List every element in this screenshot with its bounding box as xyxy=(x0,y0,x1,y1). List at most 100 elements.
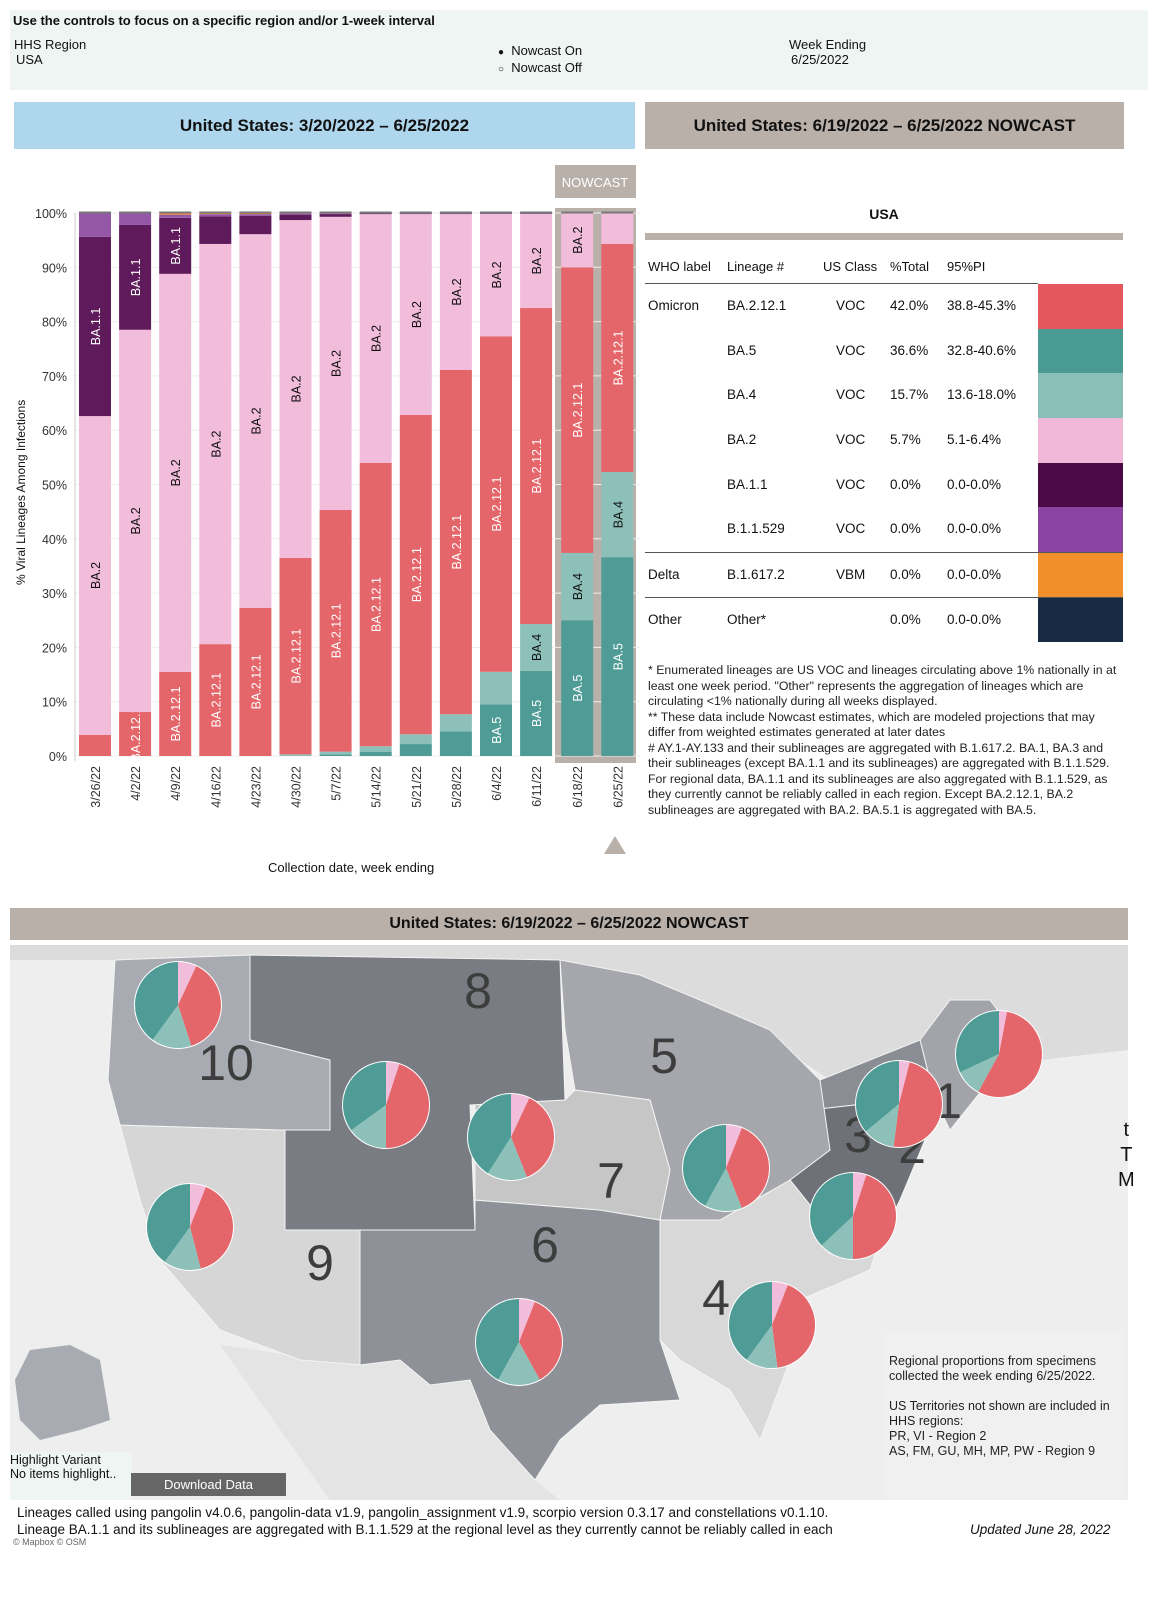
pie-slice-BA.2.12.1[interactable] xyxy=(178,966,221,1046)
bar-3/26/22[interactable]: BA.2 BA.1.1 xyxy=(79,211,111,757)
bar-segment-BA.1.1[interactable] xyxy=(119,224,152,330)
pie-slice-BA.2.12.1[interactable] xyxy=(386,1064,429,1148)
pie-slice-BA.2[interactable] xyxy=(999,1011,1008,1054)
bar-segment-BA.4[interactable] xyxy=(279,754,312,756)
bar-segment-BA.2.12.1[interactable] xyxy=(119,712,152,756)
bar-segment-B.1.1.529[interactable] xyxy=(159,214,192,218)
bar-segment-BA.1.1[interactable] xyxy=(79,236,111,417)
bar-segment-BA.2.12.1[interactable] xyxy=(399,414,432,735)
pie-slice-BA.2.12.1[interactable] xyxy=(511,1098,554,1177)
pie-slice-BA.2.12.1[interactable] xyxy=(893,1062,942,1147)
pie-slice-BA.4[interactable] xyxy=(498,1342,540,1385)
bar-segment-BA.2[interactable] xyxy=(520,213,553,309)
bar-segment-BA.5[interactable] xyxy=(480,704,512,756)
bar-segment-BA.2[interactable] xyxy=(239,234,272,608)
highlight-variant-filter[interactable]: Highlight Variant No items highlight.. xyxy=(10,1452,132,1500)
bar-segment-BA.1.1[interactable] xyxy=(279,214,312,221)
bar-segment-B.1.617.2[interactable] xyxy=(239,213,272,215)
bar-segment-B.1.1.529[interactable] xyxy=(279,213,312,215)
bar-segment-BA.2.12.1[interactable] xyxy=(239,607,272,756)
pie-slice-BA.2.12.1[interactable] xyxy=(726,1128,769,1208)
pie-slice-BA.4[interactable] xyxy=(865,1104,899,1147)
pie-slice-BA.2[interactable] xyxy=(772,1282,788,1325)
pie-slice-BA.4[interactable] xyxy=(960,1054,999,1092)
week-value[interactable]: 6/25/2022 xyxy=(791,52,849,67)
pie-slice-BA.2[interactable] xyxy=(386,1062,400,1105)
region-3-pie[interactable] xyxy=(809,1172,897,1260)
region-10-pie[interactable] xyxy=(134,961,222,1049)
pie-slice-BA.5[interactable] xyxy=(683,1125,726,1206)
bar-5/28/22[interactable]: BA.2.12.1 BA.2 xyxy=(439,211,472,757)
legend-swatch[interactable] xyxy=(1038,462,1123,508)
legend-swatch[interactable] xyxy=(1038,553,1123,597)
highlight-value[interactable]: No items highlight.. xyxy=(10,1467,117,1481)
pie-slice-BA.4[interactable] xyxy=(152,1005,192,1048)
region-map[interactable]: 12345678910 Regional proportions from sp… xyxy=(10,945,1128,1500)
bar-segment-B.1.1.529[interactable] xyxy=(119,213,152,225)
bar-segment-BA.2[interactable] xyxy=(159,273,192,672)
table-row[interactable]: Omicron BA.2.12.1 VOC 42.0% 38.8-45.3% xyxy=(645,284,1123,329)
bar-segment-BA.5[interactable] xyxy=(439,731,472,756)
region-value[interactable]: USA xyxy=(16,52,43,67)
bar-segment-BA.2.12.1[interactable] xyxy=(319,510,352,752)
bar-segment-BA.1.1[interactable] xyxy=(319,214,352,217)
region-2-pie[interactable] xyxy=(855,1060,943,1148)
table-row[interactable]: BA.2 VOC 5.7% 5.1-6.4% xyxy=(645,418,1123,463)
pie-slice-BA.2[interactable] xyxy=(178,962,197,1005)
bar-4/16/22[interactable]: BA.2.12.1 BA.2 xyxy=(199,211,232,757)
table-row[interactable]: Other Other* 0.0% 0.0-0.0% xyxy=(645,596,1123,642)
pie-slice-BA.2[interactable] xyxy=(726,1125,742,1168)
pie-slice-BA.2.12.1[interactable] xyxy=(772,1285,815,1368)
table-row[interactable]: BA.1.1 VOC 0.0% 0.0-0.0% xyxy=(645,462,1123,508)
region-9-pie[interactable] xyxy=(146,1183,234,1271)
bar-segment-BA.4[interactable] xyxy=(561,552,594,621)
bar-segment-BA.1.1[interactable] xyxy=(159,217,192,274)
bar-segment-BA.2[interactable] xyxy=(199,243,232,645)
pie-slice-BA.5[interactable] xyxy=(134,962,178,1040)
bar-segment-BA.5[interactable] xyxy=(561,620,594,756)
bar-segment-BA.2.12.1[interactable] xyxy=(359,462,392,747)
pie-slice-BA.5[interactable] xyxy=(856,1061,899,1132)
bar-segment-BA.4[interactable] xyxy=(359,746,392,752)
pie-slice-BA.5[interactable] xyxy=(467,1094,511,1174)
bar-6/11/22[interactable]: BA.5 BA.4 BA.2.12.1 BA.2 xyxy=(520,211,553,757)
region-8-pie[interactable] xyxy=(342,1061,430,1149)
pie-slice-BA.4[interactable] xyxy=(164,1227,201,1270)
bar-6/18/22[interactable]: BA.5 BA.4 BA.2.12.1 BA.2 xyxy=(561,211,594,757)
download-data-button[interactable]: Download Data xyxy=(131,1473,286,1496)
legend-swatch[interactable] xyxy=(1038,284,1123,329)
region-6-pie[interactable] xyxy=(475,1298,563,1386)
bar-segment-B.1.1.529[interactable] xyxy=(439,213,472,215)
legend-swatch[interactable] xyxy=(1038,418,1123,463)
bar-segment-B.1.1.529[interactable] xyxy=(239,214,272,216)
bar-segment-B.1.1.529[interactable] xyxy=(399,213,432,215)
pie-slice-BA.2[interactable] xyxy=(519,1299,535,1342)
bar-segment-BA.5[interactable] xyxy=(520,670,553,756)
bar-segment-BA.2.12.1[interactable] xyxy=(79,734,111,756)
bar-segment-BA.2.12.1[interactable] xyxy=(601,243,634,473)
bar-segment-BA.5[interactable] xyxy=(399,744,432,756)
bar-4/2/22[interactable]: BA.2.12.1 BA.2 BA.1.1 xyxy=(119,211,152,762)
bar-segment-BA.2.12.1[interactable] xyxy=(199,644,232,756)
pie-slice-BA.4[interactable] xyxy=(821,1216,853,1259)
pie-slice-BA.2.12.1[interactable] xyxy=(978,1011,1043,1098)
bar-6/4/22[interactable]: BA.5 BA.2.12.1 BA.2 xyxy=(480,211,512,757)
pie-slice-BA.2[interactable] xyxy=(511,1094,530,1137)
legend-swatch[interactable] xyxy=(1038,373,1123,419)
bar-segment-B.1.1.529[interactable] xyxy=(79,213,111,237)
pie-slice-BA.5[interactable] xyxy=(342,1062,386,1131)
bar-segment-BA.2[interactable] xyxy=(601,213,634,244)
pie-slice-BA.2[interactable] xyxy=(899,1061,910,1104)
bar-segment-BA.5[interactable] xyxy=(359,751,392,756)
bar-segment-BA.4[interactable] xyxy=(480,671,512,705)
bar-segment-BA.4[interactable] xyxy=(439,714,472,732)
bar-segment-B.1.617.2[interactable] xyxy=(159,213,192,215)
legend-swatch[interactable] xyxy=(1038,507,1123,553)
bar-segment-BA.4[interactable] xyxy=(601,472,634,558)
bar-6/25/22[interactable]: BA.5 BA.4 BA.2.12.1 xyxy=(601,211,634,757)
bar-segment-BA.1.1[interactable] xyxy=(199,216,232,244)
pie-slice-BA.4[interactable] xyxy=(705,1168,742,1211)
legend-swatch[interactable] xyxy=(1038,597,1123,642)
bar-segment-BA.2[interactable] xyxy=(561,213,594,268)
pie-slice-BA.4[interactable] xyxy=(746,1325,778,1368)
